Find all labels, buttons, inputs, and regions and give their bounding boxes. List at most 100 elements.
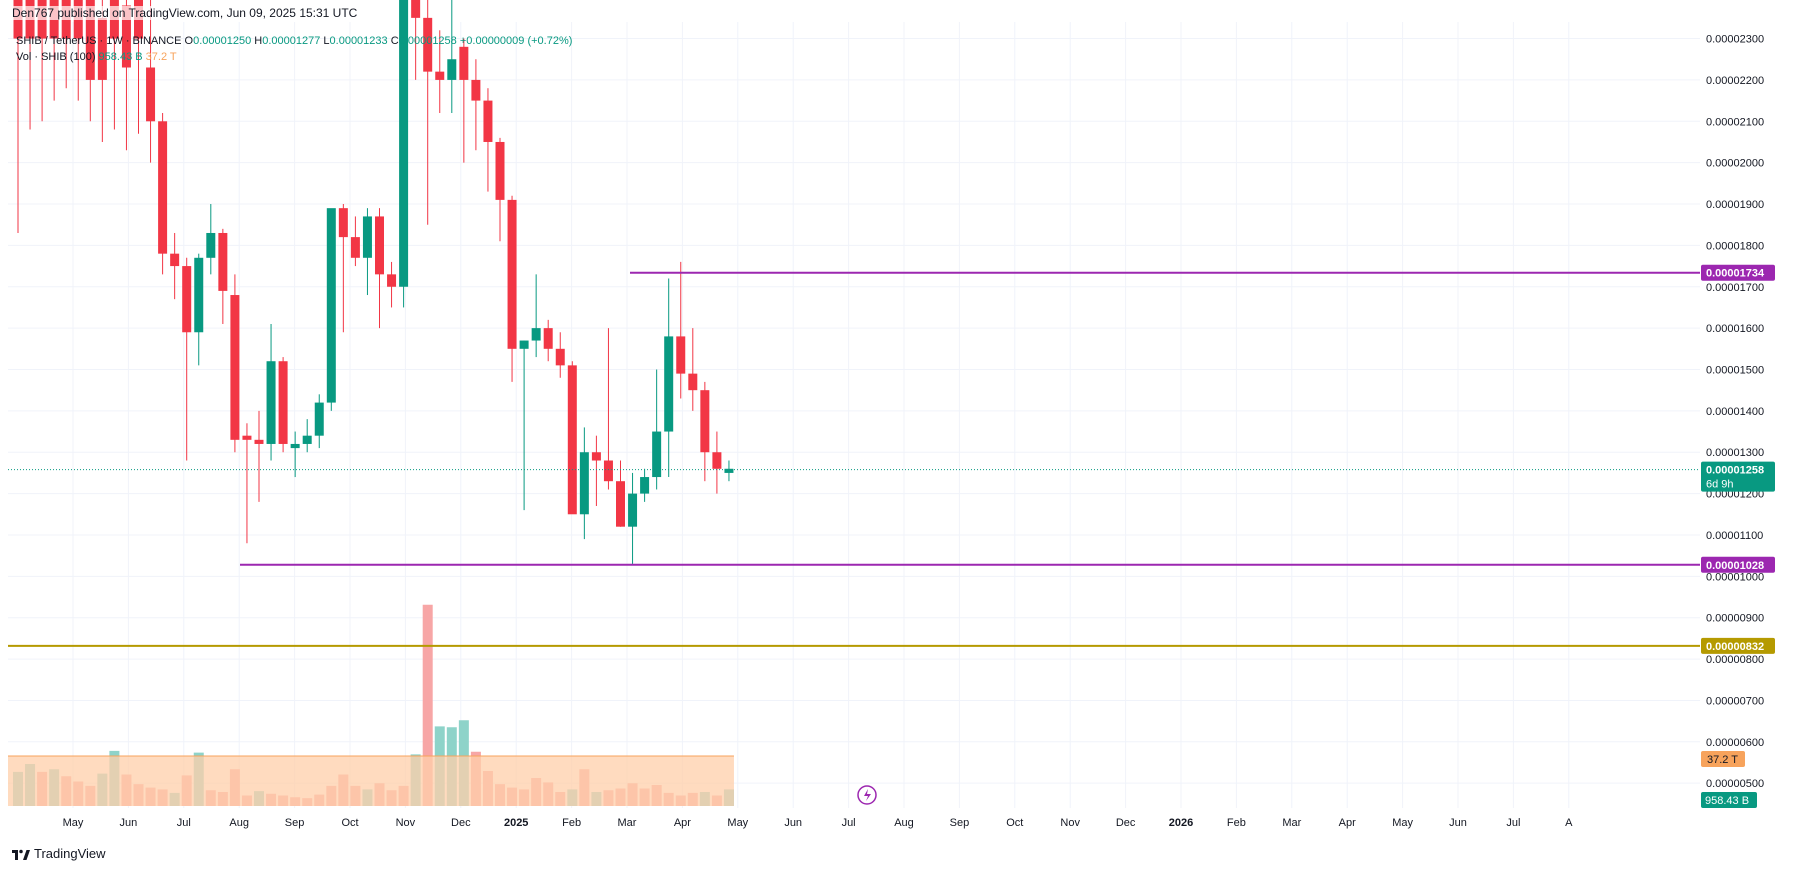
time-tick-label: Nov	[1060, 817, 1080, 829]
candle-body	[411, 0, 421, 18]
time-tick-label: Jun	[120, 817, 138, 829]
candle-body	[712, 452, 722, 469]
volume-legend[interactable]: Vol · SHIB (100) 958.43 B 37.2 T	[16, 51, 177, 63]
volume-current-tag-bg	[1701, 792, 1757, 808]
high-label: H	[254, 35, 263, 47]
time-tick-label: Jun	[1449, 817, 1467, 829]
time-tick-label: 2025	[504, 817, 528, 829]
symbol-name[interactable]: SHIB / TetherUS · 1W · BINANCE	[16, 35, 182, 47]
price-tick-label: 0.00000800	[1706, 654, 1764, 666]
last-price-tag-countdown: 6d 9h	[1706, 479, 1734, 491]
candle-body	[121, 5, 131, 68]
candle-body	[146, 67, 156, 122]
horizontal-levels[interactable]	[8, 271, 1700, 647]
candle-body	[447, 59, 457, 80]
candle-body	[652, 431, 662, 478]
price-tick-label: 0.00001100	[1706, 530, 1763, 542]
time-tick-label: May	[63, 817, 84, 829]
volume-ma-band	[8, 756, 734, 806]
candle-body	[495, 141, 505, 200]
live-bolt-glyph	[864, 789, 871, 801]
candle-body	[471, 79, 481, 101]
time-tick-label: Jul	[177, 817, 191, 829]
level-tag: 0.00001734	[1706, 268, 1765, 280]
candle-body	[591, 452, 601, 461]
candle-body	[290, 443, 300, 449]
candle-body	[519, 340, 529, 349]
candle-body	[387, 274, 397, 287]
price-tick-label: 0.00000600	[1706, 737, 1764, 749]
tradingview-brand[interactable]: TradingView	[12, 846, 106, 861]
candle-body	[640, 477, 650, 494]
candle-body	[218, 232, 228, 291]
time-axis[interactable]: May Jun Jul Aug Sep Oct Nov Dec 2025 Feb Mar Apr May…	[63, 817, 1574, 829]
time-tick-label: Apr	[674, 817, 691, 829]
time-tick-label: Mar	[618, 817, 637, 829]
candle-body	[724, 468, 734, 473]
close-label: C	[390, 35, 399, 47]
candle-body	[603, 460, 613, 482]
low-label: L	[323, 35, 330, 47]
candle-body	[254, 439, 264, 444]
time-tick-label: Nov	[396, 817, 416, 829]
candle-body	[182, 266, 192, 333]
time-tick-label: Mar	[1282, 817, 1301, 829]
open-value: 0.00001250	[193, 35, 252, 47]
volume-label[interactable]: Vol · SHIB (100)	[16, 51, 96, 63]
time-tick-label: Oct	[341, 817, 358, 829]
candle-body	[676, 336, 686, 374]
candle-body	[628, 493, 638, 527]
candle-body	[314, 402, 324, 436]
price-tick-label: 0.00001000	[1706, 571, 1764, 583]
time-tick-label: 2026	[1169, 817, 1193, 829]
tradingview-logo-icon	[12, 849, 30, 860]
level-tag: 0.00001028	[1706, 560, 1764, 572]
price-tick-label: 0.00000500	[1706, 778, 1764, 790]
candle-body	[616, 481, 625, 527]
price-tick-label: 0.00000700	[1706, 695, 1764, 707]
live-bolt-icon	[857, 785, 877, 805]
price-tick-label: 0.00001600	[1706, 323, 1764, 335]
time-tick-label: Feb	[1227, 817, 1246, 829]
time-tick-label: A	[1565, 817, 1573, 829]
open-label: O	[184, 35, 194, 47]
candle-body	[362, 216, 372, 258]
chart-grid	[8, 22, 1700, 808]
candle-body	[326, 208, 336, 403]
candle-body	[170, 253, 180, 267]
candle-body	[579, 452, 589, 515]
candle-body	[375, 216, 384, 275]
candle-body	[435, 71, 445, 80]
brand-name: TradingView	[34, 846, 106, 861]
volume-ma-value: 37.2 T	[145, 51, 177, 63]
candle-body	[664, 336, 674, 432]
candle-body	[242, 435, 252, 440]
price-tick-label: 0.00001500	[1706, 364, 1764, 376]
candle-body	[531, 328, 541, 341]
candle-body	[688, 373, 698, 391]
change-value: +0.00000009 (+0.72%)	[459, 35, 573, 47]
candle-body	[543, 328, 553, 349]
candle-body	[230, 295, 240, 440]
time-tick-label: Jul	[842, 817, 856, 829]
candle-body	[194, 257, 204, 333]
candles	[8, 0, 1700, 564]
price-tick-label: 0.00001900	[1706, 199, 1764, 211]
candle-body	[423, 17, 433, 72]
time-tick-label: Aug	[229, 817, 249, 829]
candle-body	[338, 208, 348, 238]
time-tick-label: May	[727, 817, 748, 829]
volume-bars	[8, 604, 734, 806]
symbol-legend[interactable]: SHIB / TetherUS · 1W · BINANCE O0.000012…	[16, 35, 572, 47]
price-tick-label: 0.00002100	[1706, 116, 1764, 128]
high-value: 0.00001277	[262, 35, 321, 47]
volume-value: 958.43 B	[98, 51, 143, 63]
time-tick-label: Feb	[562, 817, 581, 829]
axis-tags: 0.00001734 0.00001028 0.00000832 0.00001258…	[857, 264, 1775, 808]
time-tick-label: Oct	[1006, 817, 1023, 829]
candle-body	[483, 100, 493, 142]
price-axis[interactable]: 0.00002300 0.00002200 0.00002100 0.00002000…	[1706, 34, 1764, 791]
candle-body	[459, 46, 469, 80]
published-by-line: Den767 published on TradingView.com, Jun…	[10, 6, 360, 20]
